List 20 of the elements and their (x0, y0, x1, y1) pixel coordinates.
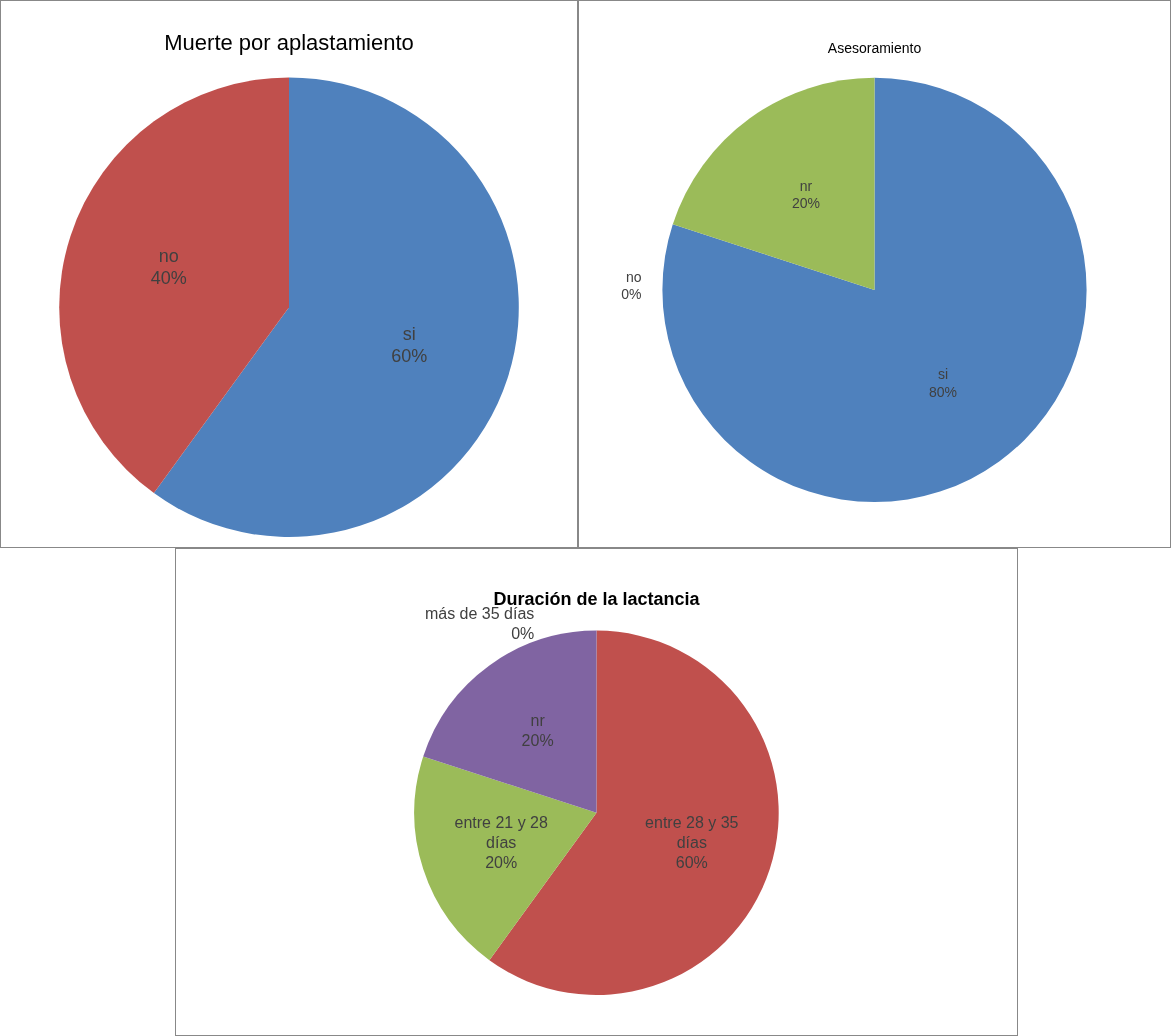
slice-label: no (158, 245, 179, 266)
data-label: 80% (929, 383, 958, 400)
data-label: 40% (150, 268, 187, 289)
text: 0% (511, 625, 535, 643)
slice-label: si (402, 323, 416, 344)
text: 0% (621, 286, 642, 303)
slice-label: entre 21 y 28 días (454, 814, 548, 852)
chart-title: Asesoramiento (827, 40, 922, 57)
data-label: 20% (485, 854, 518, 872)
slice-label: nr (799, 177, 813, 194)
category-label: no (625, 268, 642, 285)
data-label: 20% (521, 732, 554, 750)
slice-label: entre 28 y 35 días (645, 814, 739, 852)
chart-title: Muerte por aplastamiento (164, 30, 414, 56)
data-label: 60% (391, 346, 428, 367)
slice-label: si (938, 366, 949, 383)
slice-label: nr (530, 712, 546, 730)
data-label: 20% (791, 195, 820, 212)
data-label: 60% (675, 854, 708, 872)
category-label: más de 35 días (424, 605, 535, 623)
